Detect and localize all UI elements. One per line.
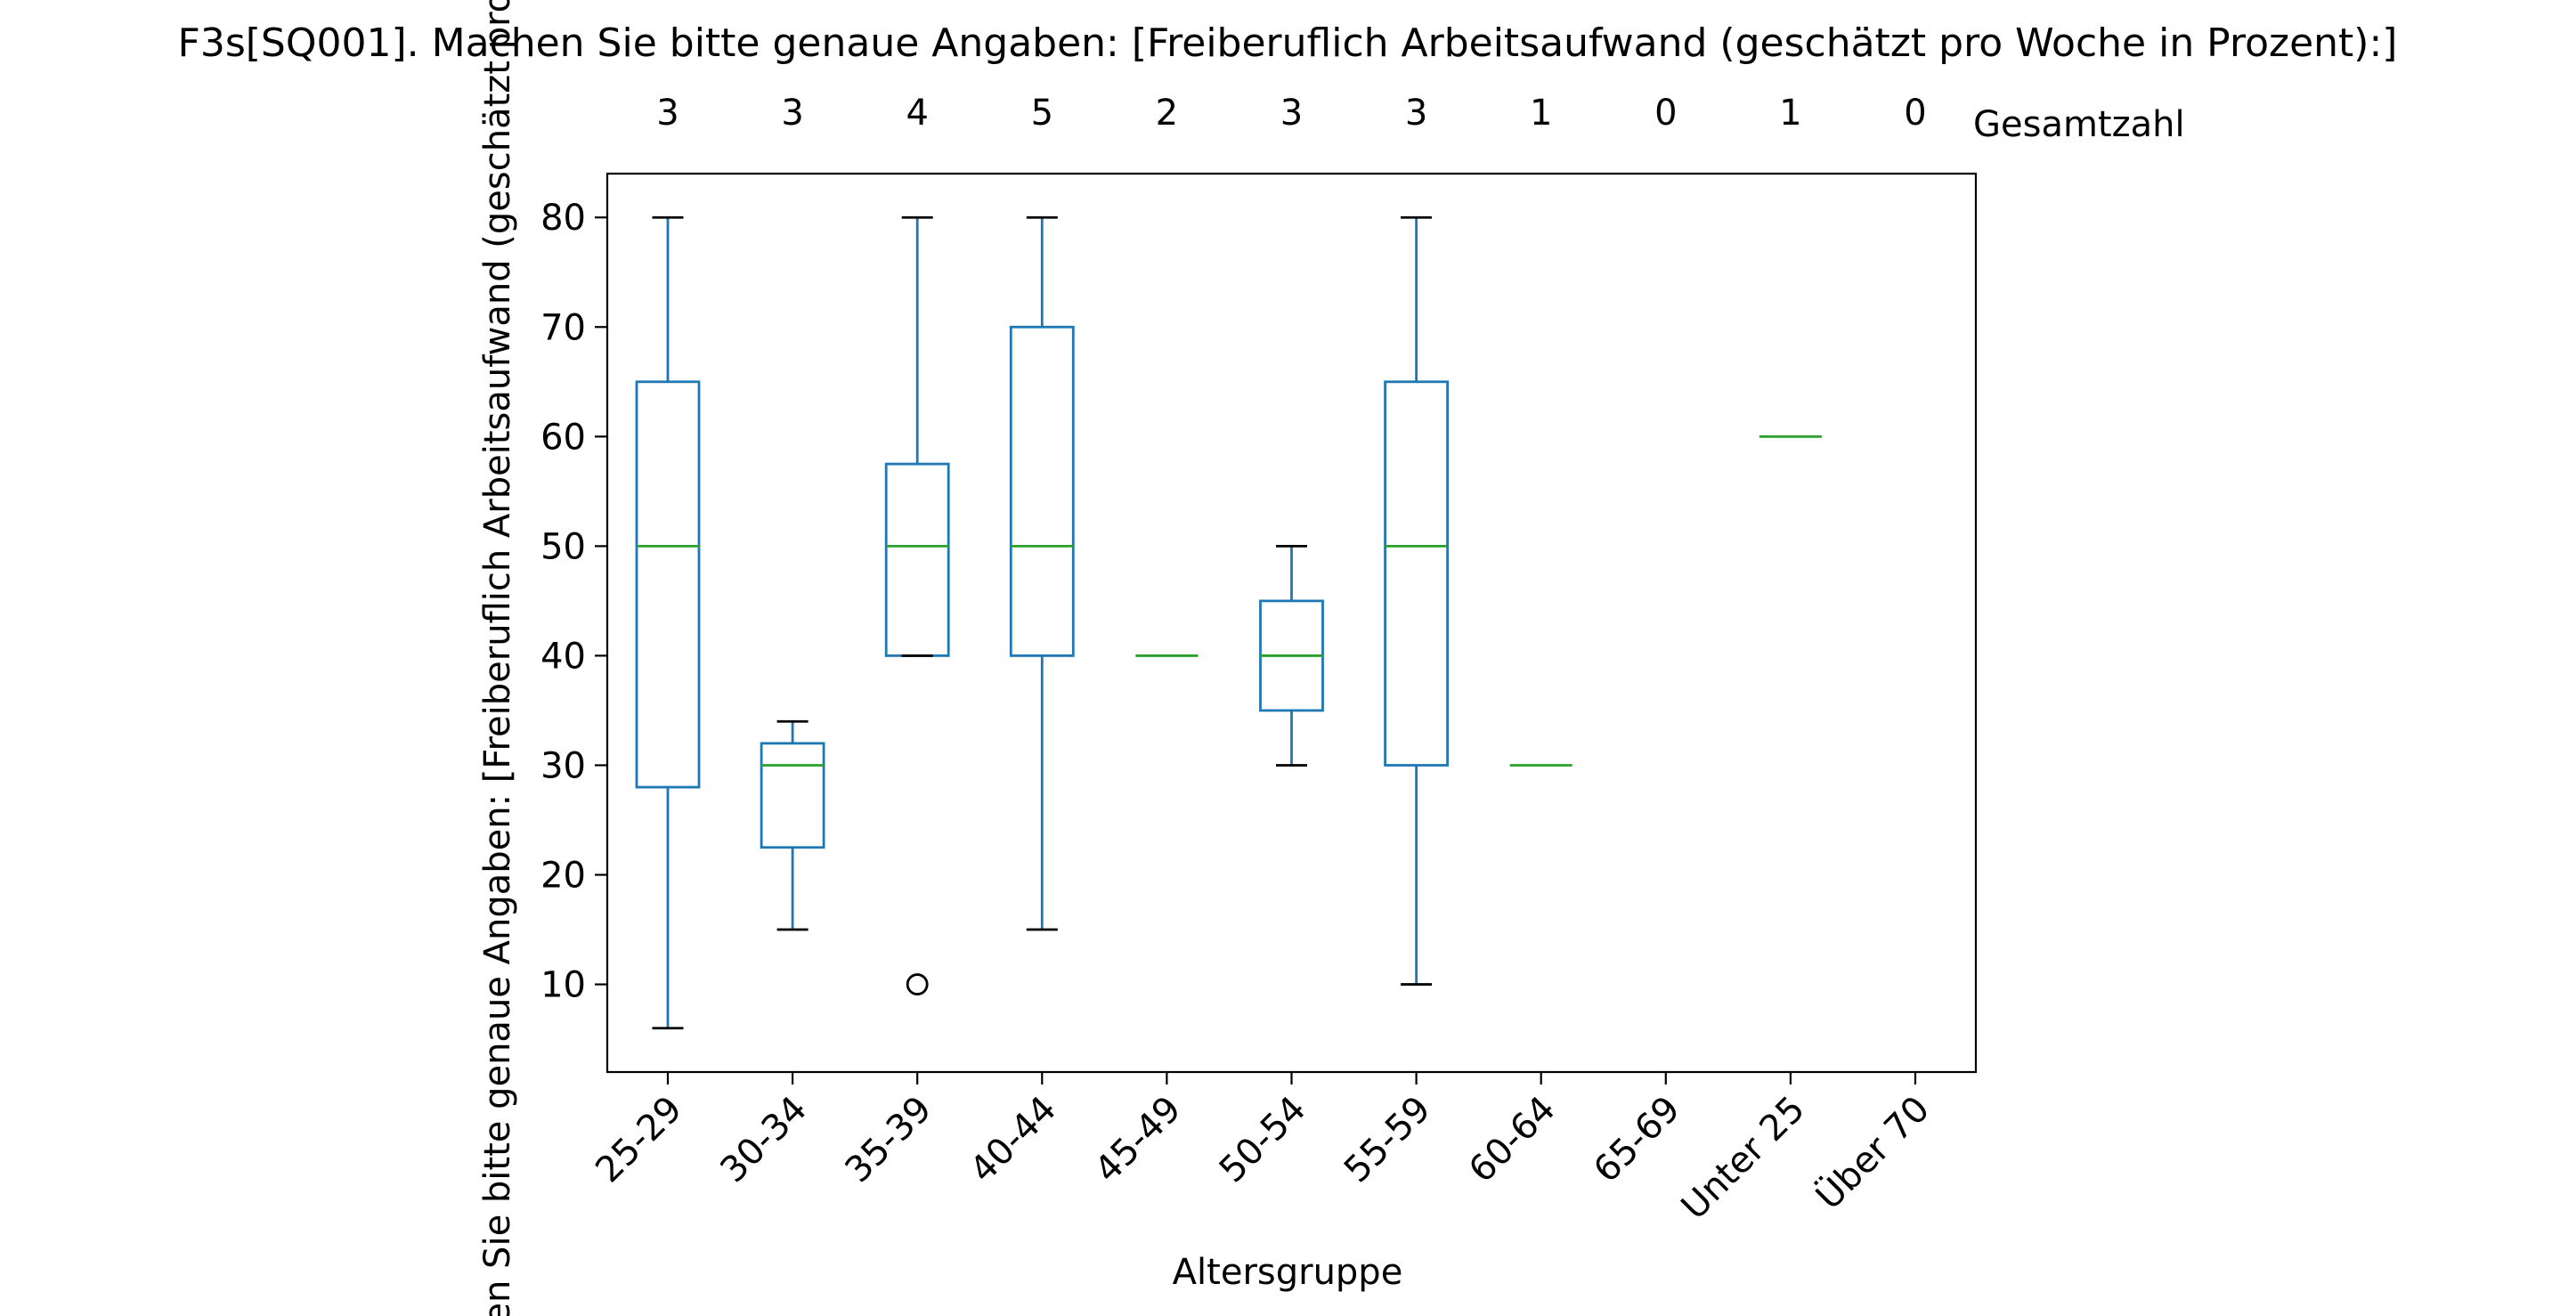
- y-tick-label: 60: [540, 417, 586, 458]
- x-tick-label: Über 70: [1807, 1087, 1938, 1218]
- x-tick-label: 55-59: [1337, 1089, 1439, 1191]
- x-tick-label: 50-54: [1212, 1089, 1314, 1191]
- y-tick-label: 80: [540, 198, 586, 239]
- y-tick-label: 50: [540, 526, 586, 567]
- box-iqr: [1009, 325, 1075, 657]
- box-25-29: [635, 215, 701, 1030]
- y-tick-label: 10: [540, 965, 586, 1006]
- box-55-59: [1384, 215, 1449, 986]
- y-axis-label: F3s[SQ001]. Machen Sie bitte genaue Anga…: [477, 0, 518, 1316]
- count-label: 1: [1779, 93, 1801, 134]
- count-label: 2: [1156, 93, 1178, 134]
- x-tick-label: 65-69: [1586, 1089, 1688, 1191]
- box-50-54: [1259, 544, 1324, 767]
- x-tick-label: 25-29: [588, 1089, 690, 1191]
- chart-title: F3s[SQ001]. Machen Sie bitte genaue Anga…: [178, 20, 2398, 66]
- y-tick-label: 40: [540, 636, 586, 677]
- count-label: 3: [656, 93, 679, 134]
- y-tick-label: 30: [540, 745, 586, 786]
- x-tick-label: 60-64: [1461, 1089, 1564, 1191]
- x-tick-label: 35-39: [838, 1089, 940, 1191]
- counts-label: Gesamtzahl: [1973, 104, 2185, 145]
- count-labels: 3 3 4 5 2 3 3 1 0 1 0: [656, 93, 1926, 134]
- box-iqr: [1384, 380, 1449, 767]
- count-label: 3: [1405, 93, 1427, 134]
- x-tick-label: Unter 25: [1674, 1089, 1813, 1228]
- x-tick-label: 45-49: [1087, 1089, 1190, 1191]
- box-iqr: [760, 742, 825, 849]
- count-label: 5: [1031, 93, 1053, 134]
- count-label: 3: [1280, 93, 1303, 134]
- count-label: 0: [1904, 93, 1926, 134]
- x-axis-label: Altersgruppe: [1173, 1252, 1403, 1293]
- x-tick-label: 40-44: [963, 1089, 1065, 1191]
- y-tick-label: 70: [540, 307, 586, 348]
- count-label: 4: [906, 93, 928, 134]
- plot-area-frame: [605, 172, 1978, 1074]
- box-iqr: [884, 462, 950, 657]
- count-label: 3: [781, 93, 803, 134]
- outlier-point: [906, 973, 929, 995]
- count-label: 1: [1530, 93, 1552, 134]
- y-tick-label: 20: [540, 856, 586, 897]
- box-40-44: [1009, 215, 1075, 931]
- count-label: 0: [1654, 93, 1677, 134]
- box-35-39: [884, 215, 950, 995]
- box-30-34: [760, 719, 825, 931]
- box-series: [635, 215, 1822, 1030]
- axis-ticks: 10 20 30 40 50 60 70 80 25-29 30-34 35-39 40-44 45-4…: [540, 198, 1938, 1228]
- box-iqr: [635, 380, 701, 789]
- x-tick-label: 30-34: [712, 1089, 815, 1191]
